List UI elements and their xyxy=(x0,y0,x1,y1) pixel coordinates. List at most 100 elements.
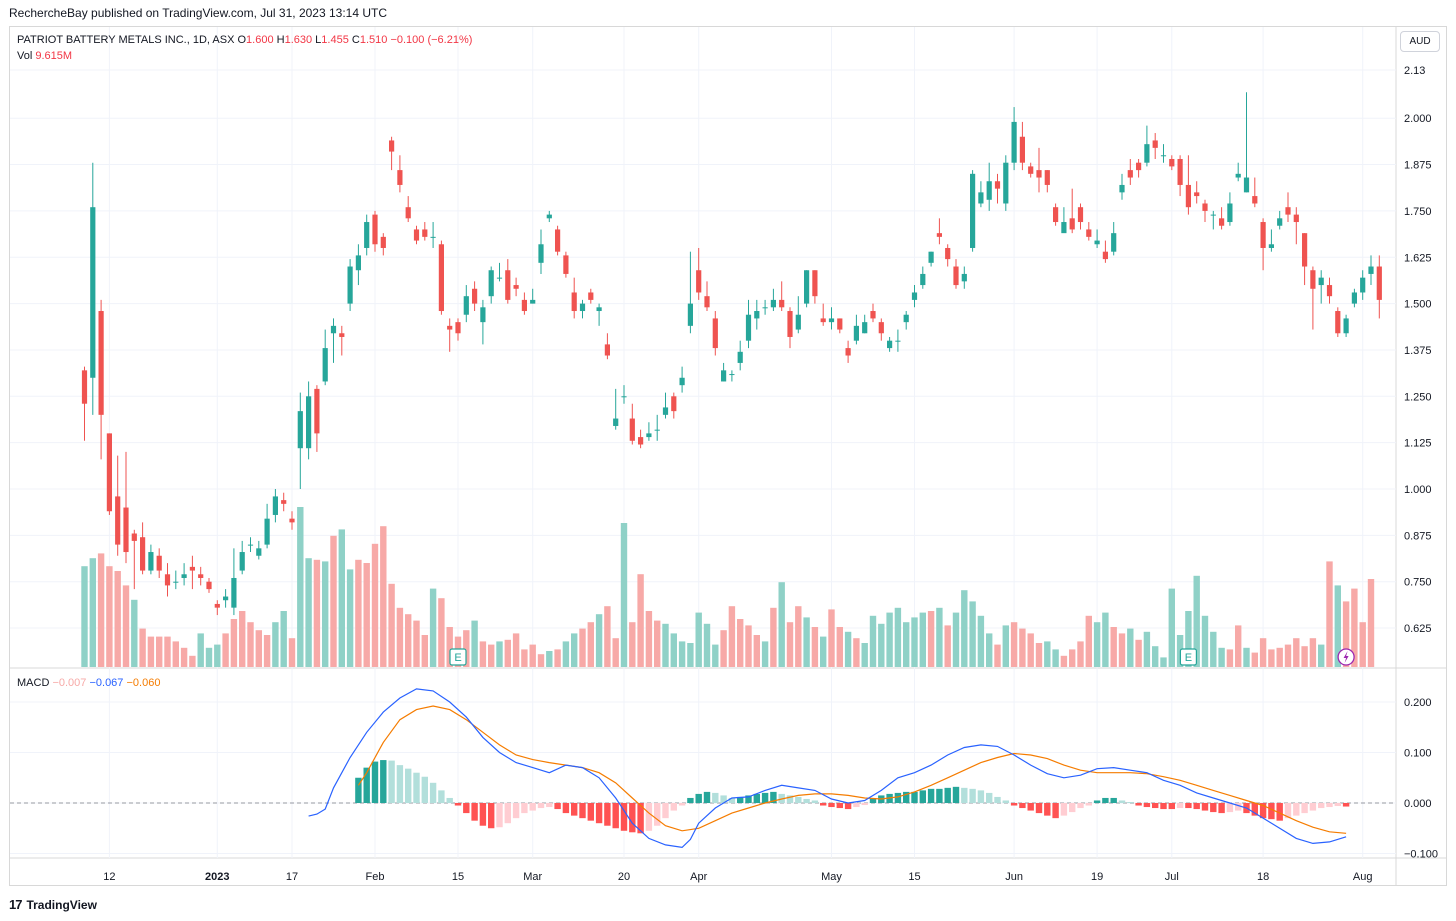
macd-hist-bar xyxy=(562,803,570,814)
volume-bar xyxy=(811,627,819,667)
candle-body xyxy=(256,548,262,556)
candle-body xyxy=(994,181,1001,189)
candle-body xyxy=(1318,277,1324,286)
candle-body xyxy=(712,318,718,349)
volume-bar xyxy=(546,651,553,667)
volume-bar xyxy=(371,543,379,667)
macd-hist-bar xyxy=(571,803,578,816)
candle-body xyxy=(1277,218,1283,226)
candle-body xyxy=(530,299,536,304)
volume-bar xyxy=(1093,622,1101,667)
candle-body xyxy=(1111,233,1117,252)
candle-body xyxy=(223,596,229,601)
candle-body xyxy=(330,325,337,334)
volume-bar xyxy=(770,607,777,667)
volume-bar xyxy=(521,649,528,667)
macd-hist-bar xyxy=(1135,803,1142,806)
volume-bar xyxy=(429,588,437,667)
price-tick-label: 1.375 xyxy=(1404,345,1432,357)
currency-button[interactable]: AUD xyxy=(1400,31,1440,52)
candle-body xyxy=(1144,144,1150,163)
volume-bar xyxy=(288,638,296,667)
candle-body xyxy=(812,270,818,297)
candle-body xyxy=(123,507,129,553)
macd-hist-bar xyxy=(1176,803,1184,809)
volume-bar xyxy=(1276,647,1283,667)
candle-body xyxy=(314,388,320,434)
volume-bar xyxy=(969,601,976,667)
candle-body xyxy=(189,566,195,571)
volume-bar xyxy=(1077,641,1084,667)
candle-body xyxy=(970,173,976,248)
candle-body xyxy=(81,370,88,404)
volume-bar xyxy=(1326,561,1333,667)
volume-bar xyxy=(1135,639,1142,667)
candle-body xyxy=(571,292,577,312)
volume-bar xyxy=(205,647,213,667)
candle-body xyxy=(181,574,187,578)
macd-hist-bar xyxy=(637,803,644,834)
earnings-marker[interactable]: E xyxy=(1179,648,1198,666)
volume-bar xyxy=(330,535,337,667)
candle-body xyxy=(488,270,494,297)
candle-body xyxy=(679,377,685,386)
candle-body xyxy=(281,500,287,504)
volume-bar xyxy=(1284,644,1292,667)
macd-title[interactable]: MACD xyxy=(17,677,50,689)
volume-bar xyxy=(346,569,354,667)
macd-hist-bar xyxy=(1118,800,1126,803)
candle-body xyxy=(1003,162,1009,204)
volume-bar xyxy=(305,558,312,667)
legend-line-2: Vol 9.615M xyxy=(17,48,472,64)
candle-body xyxy=(1177,158,1183,185)
volume-bar xyxy=(1293,638,1300,667)
time-tick-label: May xyxy=(821,871,842,883)
macd-hist-bar xyxy=(911,791,918,803)
volume-bar xyxy=(297,507,304,667)
volume-bar xyxy=(1334,585,1341,667)
candle-body xyxy=(1360,277,1366,293)
macd-hist-bar xyxy=(1002,800,1009,803)
candle-body xyxy=(1343,318,1349,334)
macd-hist-bar xyxy=(820,803,827,806)
symbol-title[interactable]: PATRIOT BATTERY METALS INC., 1D, ASX xyxy=(17,34,235,46)
volume-bar xyxy=(1318,644,1325,667)
candle-body xyxy=(837,318,843,330)
candle-body xyxy=(405,207,411,219)
macd-hist-bar xyxy=(853,803,860,808)
candle-body xyxy=(820,318,826,323)
candle-body xyxy=(721,370,727,382)
macd-hist-bar xyxy=(678,803,686,806)
macd-hist-bar xyxy=(612,803,619,829)
earnings-marker[interactable]: E xyxy=(449,648,467,666)
footer-brand[interactable]: 17 TradingView xyxy=(9,897,97,912)
volume-bar xyxy=(944,625,951,667)
volume-bar xyxy=(421,635,428,667)
candle-body xyxy=(1169,158,1175,167)
candle-body xyxy=(297,411,303,449)
candle-body xyxy=(1152,140,1158,148)
candle-body xyxy=(613,418,619,426)
macd-hist-bar xyxy=(1127,801,1134,803)
candle-body xyxy=(438,244,444,312)
macd-hist-bar xyxy=(546,803,553,808)
lightning-icon[interactable] xyxy=(1337,648,1355,666)
candle-body xyxy=(961,273,967,282)
macd-hist-bar xyxy=(1218,803,1225,814)
volume-bar xyxy=(1218,647,1225,667)
macd-hist-bar xyxy=(977,790,985,803)
macd-hist-bar xyxy=(645,803,653,831)
candle-body xyxy=(1094,240,1100,245)
macd-hist-bar xyxy=(1019,803,1026,809)
volume-bar xyxy=(911,617,918,667)
volume-bar xyxy=(903,622,910,667)
candle-body xyxy=(214,603,220,608)
volume-bar xyxy=(405,614,412,667)
macd-hist-bar xyxy=(720,795,727,803)
macd-hist-bar xyxy=(1318,803,1325,809)
macd-hist-bar xyxy=(944,787,951,803)
price-tick-label: 0.875 xyxy=(1404,530,1432,542)
candle-body xyxy=(1127,170,1133,178)
time-tick-label: Jul xyxy=(1165,871,1179,883)
